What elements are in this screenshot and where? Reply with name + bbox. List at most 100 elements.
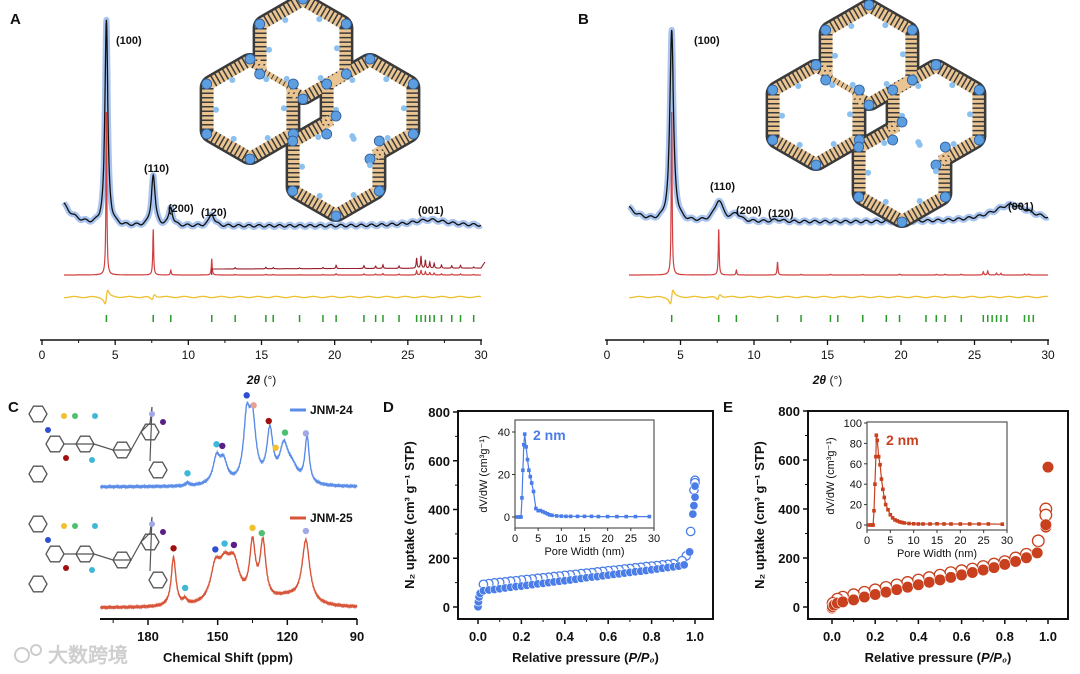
pore-size-point <box>521 468 525 473</box>
framework-node <box>244 53 256 65</box>
framework-node <box>939 191 951 203</box>
pore-size-point <box>942 522 946 526</box>
x-tick-label: 1.0 <box>1039 629 1057 644</box>
framework-node <box>973 134 985 146</box>
peak-label: (120) <box>201 207 227 219</box>
framework-node <box>829 82 836 89</box>
framework-pore <box>266 7 340 91</box>
adsorption-point <box>912 578 925 591</box>
framework-pore <box>299 124 373 208</box>
framework-node <box>881 139 888 146</box>
framework-node <box>373 135 385 147</box>
framework-node <box>407 128 419 140</box>
structure-label-dot <box>45 537 51 543</box>
y-tick-label: 600 <box>778 453 800 468</box>
framework-node <box>349 133 356 140</box>
structure-ring <box>140 423 160 441</box>
difference-line <box>629 289 1049 305</box>
watermark: 大数跨境 <box>14 643 128 667</box>
framework-node <box>330 210 342 222</box>
adsorption-point <box>858 590 871 604</box>
adsorption-point <box>685 547 695 557</box>
pore-size-point <box>568 514 573 519</box>
framework-node <box>330 110 342 122</box>
adsorption-point <box>977 563 990 577</box>
pore-size-point <box>543 510 547 515</box>
pore-size-point <box>528 474 533 479</box>
pore-size-point <box>902 521 907 525</box>
structure-label-dot <box>149 411 155 417</box>
inset-x-tick-label: 30 <box>1001 535 1013 547</box>
pore-size-point <box>531 489 536 494</box>
structure-ring <box>28 465 48 483</box>
inset-x-tick-label: 15 <box>578 533 590 545</box>
x-tick-label: 10 <box>182 348 196 362</box>
framework-node <box>865 169 872 176</box>
framework-node <box>906 74 918 86</box>
framework-node <box>883 81 890 88</box>
framework-structure-b <box>765 0 987 228</box>
pore-size-point <box>928 522 932 526</box>
pore-size-inset: 0 5 10 15 20 25 30 0 20 40 60 80 100 Pore Width (nm) d… <box>825 418 1013 560</box>
x-tick-label: 0.2 <box>512 629 530 644</box>
pore-size-point <box>875 438 880 443</box>
framework-node <box>916 198 923 205</box>
x-tick-label: 0.4 <box>556 629 575 644</box>
x-axis-label: 2θ (°) <box>812 373 843 387</box>
pore-size-point <box>886 507 890 512</box>
structure-ring <box>28 405 48 423</box>
x-tick-label: 1.0 <box>686 629 704 644</box>
x-axis-label-variable: 2θ <box>812 373 827 387</box>
x-tick-label: 5 <box>112 348 119 362</box>
inset-x-tick-label: 5 <box>535 533 541 545</box>
y-tick-label: 0 <box>793 600 800 615</box>
framework-node <box>966 111 973 118</box>
pore-size-point <box>545 512 550 516</box>
framework-pore <box>213 67 287 151</box>
pore-size-point <box>529 481 534 485</box>
framework-node <box>349 76 356 83</box>
x-tick-label: 0.8 <box>643 629 661 644</box>
framework-node <box>333 45 340 52</box>
framework-node <box>366 162 373 169</box>
x-tick-label: 120 <box>276 629 298 644</box>
chemical-structure-jnm-24 <box>28 405 168 483</box>
framework-node <box>254 18 266 30</box>
framework-pore <box>832 13 906 97</box>
framework-node <box>287 135 299 147</box>
y-tick-label: 400 <box>428 503 450 518</box>
adsorption-point <box>690 492 700 502</box>
framework-node <box>364 53 376 65</box>
adsorption-point <box>1009 555 1022 568</box>
pore-size-point <box>921 522 925 526</box>
x-axis-label-unit: (°) <box>829 373 842 387</box>
pore-size-point <box>878 463 882 467</box>
framework-node <box>796 141 803 148</box>
pore-size-point <box>524 445 528 449</box>
adsorption-point <box>869 588 882 601</box>
pore-size-point <box>519 515 523 519</box>
framework-node <box>229 76 236 83</box>
pore-size-point <box>564 514 568 519</box>
peak-assignment-dot <box>302 527 310 535</box>
peak-label: (001) <box>418 205 444 217</box>
x-axis-label-variable: 2θ <box>246 373 261 387</box>
framework-node <box>201 78 213 90</box>
adsorption-point <box>1041 461 1055 474</box>
pore-size-point <box>541 509 545 514</box>
adsorption-point <box>923 576 936 589</box>
structure-label-dot <box>61 413 67 419</box>
adsorption-point <box>987 561 1001 574</box>
pore-size-point <box>881 487 885 492</box>
simulated-pattern-line <box>629 111 1048 276</box>
panel-label: E <box>723 399 733 416</box>
pore-size-point <box>883 502 888 507</box>
inset-x-tick-label: 20 <box>954 535 966 547</box>
inset-x-tick-label: 15 <box>931 535 943 547</box>
structure-label-dot <box>160 419 166 425</box>
inset-frame <box>866 421 1008 531</box>
peak-label: (001) <box>1008 201 1034 213</box>
pore-size-point <box>958 522 963 526</box>
y-tick-label: 200 <box>428 551 450 566</box>
